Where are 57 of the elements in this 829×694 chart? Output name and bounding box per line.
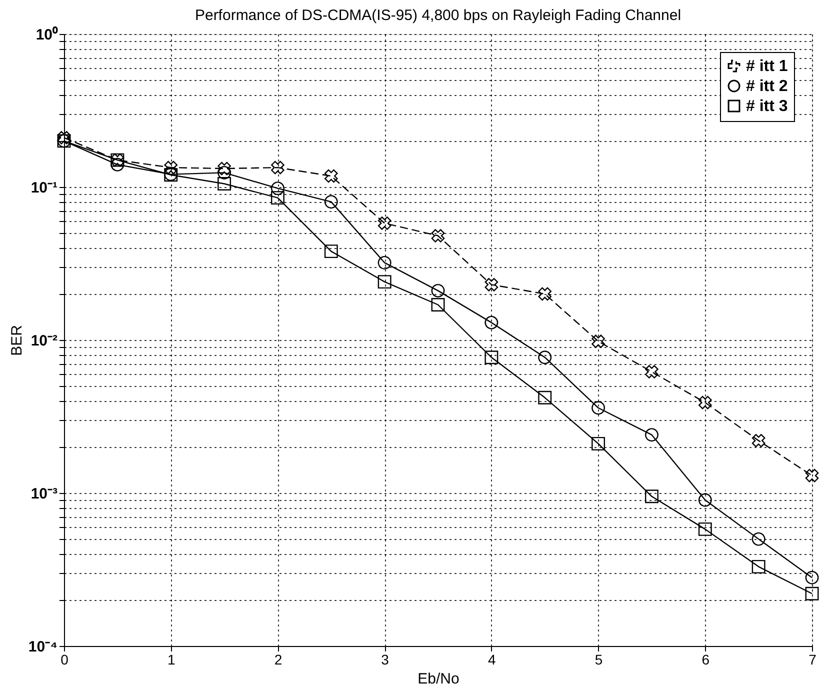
point [270, 191, 284, 205]
legend-label: # itt 1 [746, 58, 788, 75]
point [484, 350, 498, 364]
x-axis-title: Eb/No [418, 670, 460, 688]
point [698, 522, 712, 536]
x-tick-label: 2 [274, 652, 282, 668]
y-tick-label: 10⁻¹ [30, 180, 58, 196]
point [218, 162, 231, 176]
x-tick-label: 4 [488, 652, 496, 668]
point [431, 284, 445, 298]
x-tick-label: 6 [702, 652, 710, 668]
point [57, 131, 71, 144]
x-tick-label: 0 [60, 652, 69, 668]
y-tick-label: 10⁻² [30, 332, 58, 350]
point [324, 169, 338, 183]
x-tick-label: 1 [167, 652, 176, 668]
point [805, 586, 819, 600]
point [592, 436, 606, 450]
legend-label: # itt 3 [746, 98, 788, 115]
point [378, 216, 392, 230]
y-tick-label: 10⁰ [36, 26, 58, 44]
point [484, 316, 498, 330]
point [752, 434, 766, 448]
x-tick-label: 5 [594, 652, 603, 668]
y-axis-title: BER [8, 324, 26, 356]
point [431, 229, 445, 242]
point [645, 365, 658, 378]
point [698, 396, 712, 410]
point [592, 334, 605, 348]
point [378, 256, 392, 270]
x-tick-label: 3 [381, 652, 390, 668]
point [431, 298, 445, 312]
y-tick-label: 10⁻⁴ [28, 638, 58, 656]
point [644, 490, 658, 504]
point [805, 570, 819, 584]
chart-title: Performance of DS-CDMA(IS-95) 4,800 bps on Rayleigh Fading Channel [194, 7, 682, 24]
point [752, 532, 766, 546]
point [538, 390, 552, 404]
point [644, 428, 658, 442]
y-tick-label: 10⁻³ [30, 486, 58, 502]
legend-label: # itt 2 [746, 78, 788, 95]
point [324, 195, 338, 209]
point [110, 158, 124, 172]
x-tick-label: 7 [808, 652, 817, 668]
point [805, 468, 819, 482]
point [164, 160, 178, 174]
point [324, 244, 338, 258]
point [218, 177, 232, 190]
point [271, 160, 284, 174]
point [752, 560, 766, 574]
point [698, 493, 712, 507]
point [484, 278, 498, 292]
point [538, 287, 552, 301]
point [270, 182, 284, 196]
point [378, 275, 392, 289]
point [538, 350, 552, 364]
point [592, 401, 606, 415]
